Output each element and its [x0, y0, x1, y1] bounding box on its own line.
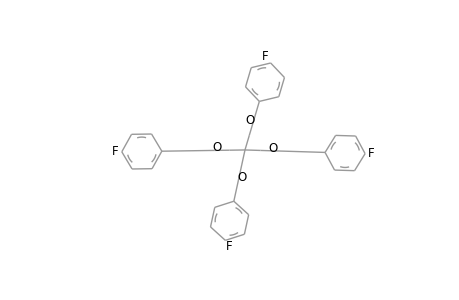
Text: F: F: [261, 50, 268, 62]
Text: F: F: [226, 241, 232, 254]
Text: O: O: [245, 114, 254, 127]
Text: F: F: [112, 145, 119, 158]
Text: O: O: [237, 171, 246, 184]
Text: O: O: [268, 142, 277, 155]
Text: O: O: [212, 141, 221, 154]
Text: F: F: [367, 146, 374, 160]
